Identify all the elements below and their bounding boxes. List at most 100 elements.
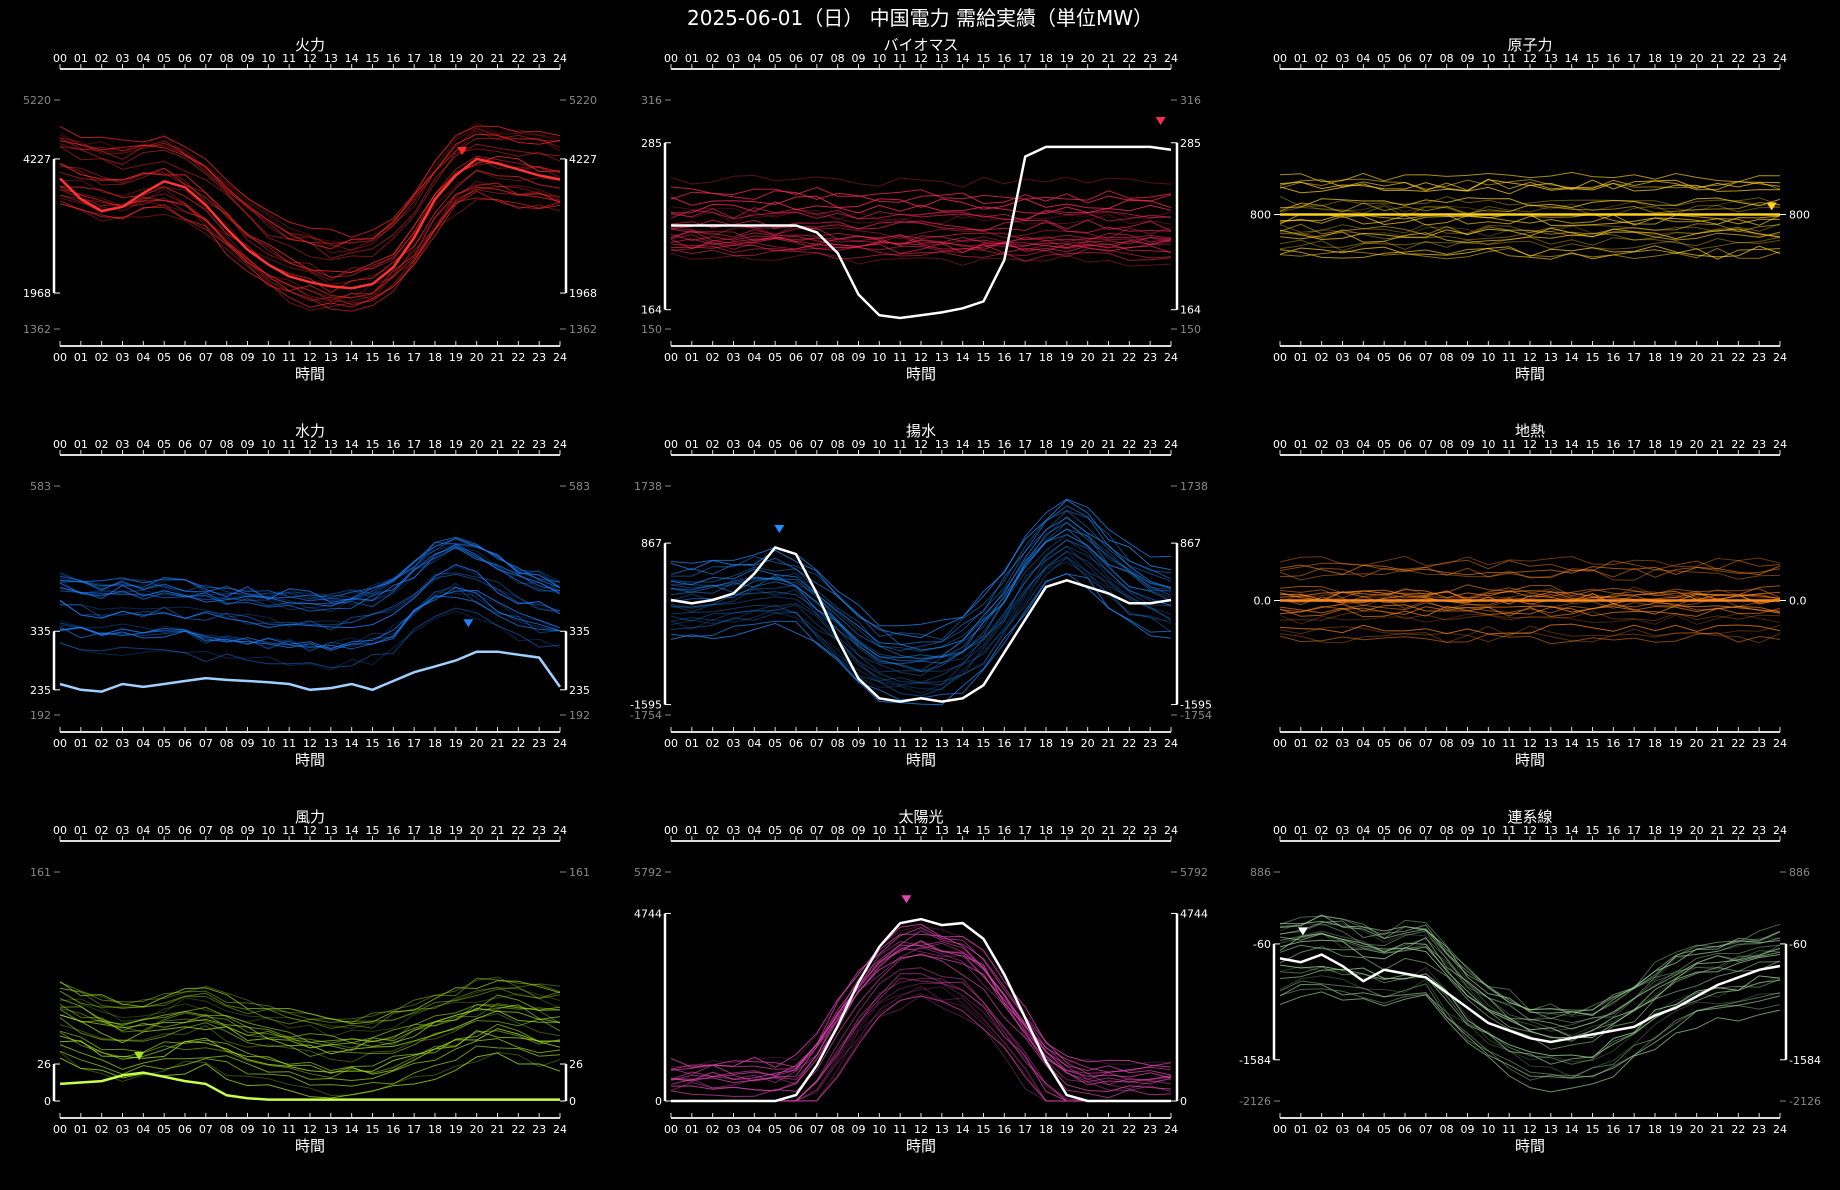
time-tick-label: 24 xyxy=(553,351,567,364)
time-tick-label: 00 xyxy=(53,351,67,364)
time-tick-label: 22 xyxy=(511,1123,525,1136)
y-tick-label: 0.0 xyxy=(1254,595,1272,608)
time-tick-label: 08 xyxy=(831,52,845,65)
time-tick-label: 02 xyxy=(1315,52,1329,65)
history-series-line xyxy=(1279,605,1781,618)
time-tick-label: 04 xyxy=(747,438,761,451)
history-series-line xyxy=(59,1007,561,1049)
history-series-line xyxy=(1279,603,1781,615)
time-tick-label: 22 xyxy=(1122,737,1136,750)
time-tick-label: 08 xyxy=(831,1123,845,1136)
time-tick-label: 02 xyxy=(95,824,109,837)
time-tick-label: 07 xyxy=(199,351,213,364)
time-tick-label: 10 xyxy=(1481,1123,1495,1136)
history-series-line xyxy=(670,219,1172,234)
time-tick-label: 03 xyxy=(116,1123,130,1136)
time-tick-label: 14 xyxy=(345,824,359,837)
y-tick-label: 0.0 xyxy=(1789,595,1807,608)
time-tick-label: 18 xyxy=(428,52,442,65)
time-tick-label: 09 xyxy=(1461,438,1475,451)
time-tick-label: 15 xyxy=(1586,824,1600,837)
time-tick-label: 05 xyxy=(157,438,171,451)
time-tick-label: 14 xyxy=(1565,737,1579,750)
time-tick-label: 17 xyxy=(407,1123,421,1136)
history-series-line xyxy=(1279,915,1781,1015)
history-series-line xyxy=(59,547,561,609)
time-tick-label: 24 xyxy=(1164,351,1178,364)
time-tick-label: 05 xyxy=(157,1123,171,1136)
time-tick-label: 21 xyxy=(1711,52,1725,65)
time-tick-label: 20 xyxy=(470,737,484,750)
time-tick-label: 08 xyxy=(831,438,845,451)
time-tick-label: 12 xyxy=(303,1123,317,1136)
history-series-line xyxy=(1279,602,1781,614)
time-tick-label: 20 xyxy=(1690,351,1704,364)
time-tick-label: 02 xyxy=(706,351,720,364)
time-tick-label: 11 xyxy=(893,351,907,364)
time-tick-label: 06 xyxy=(178,1123,192,1136)
history-series-line xyxy=(59,986,561,1029)
time-tick-label: 17 xyxy=(1627,1123,1641,1136)
x-axis-label: 時間 xyxy=(295,751,325,769)
time-tick-label: 20 xyxy=(470,824,484,837)
x-axis-label: 時間 xyxy=(1515,1137,1545,1155)
history-series-line xyxy=(1279,555,1781,568)
x-axis-label: 時間 xyxy=(906,1137,936,1155)
time-tick-label: 12 xyxy=(1523,737,1537,750)
time-tick-label: 00 xyxy=(664,737,678,750)
history-series-line xyxy=(1279,178,1781,192)
peak-marker-icon xyxy=(1155,116,1166,125)
time-tick-label: 00 xyxy=(664,824,678,837)
history-series-line xyxy=(1279,914,1781,1011)
chart-panel-0: 火力 00 01 02 03 04 05 06 07 08 09 10 11 12 13 14 15 16 17 18… xyxy=(23,36,597,383)
history-series-line xyxy=(1279,592,1781,605)
time-tick-label: 01 xyxy=(685,438,699,451)
history-series-line xyxy=(59,128,561,251)
time-tick-label: 11 xyxy=(893,824,907,837)
time-tick-label: 18 xyxy=(1039,1123,1053,1136)
history-series-line xyxy=(1279,933,1781,1030)
time-tick-label: 04 xyxy=(1356,1123,1370,1136)
history-series-line xyxy=(59,1038,561,1082)
y-tick-label: 164 xyxy=(1180,304,1201,317)
time-tick-label: 22 xyxy=(511,824,525,837)
y-tick-label: 1362 xyxy=(23,323,51,336)
time-tick-label: 14 xyxy=(956,1123,970,1136)
time-tick-label: 05 xyxy=(1377,737,1391,750)
history-series-line xyxy=(1279,223,1781,234)
time-tick-label: 13 xyxy=(935,351,949,364)
time-tick-label: 11 xyxy=(1502,737,1516,750)
time-tick-label: 18 xyxy=(428,737,442,750)
time-tick-label: 22 xyxy=(1122,438,1136,451)
time-tick-label: 19 xyxy=(1669,351,1683,364)
history-series-line xyxy=(1279,195,1781,207)
time-tick-label: 22 xyxy=(1731,737,1745,750)
history-series-line xyxy=(59,986,561,1025)
history-series-line xyxy=(59,182,561,299)
chart-title: 地熱 xyxy=(1515,422,1545,440)
time-tick-label: 05 xyxy=(768,1123,782,1136)
time-tick-label: 03 xyxy=(1336,1123,1350,1136)
time-tick-label: 06 xyxy=(1398,52,1412,65)
chart-panel-8: 連系線 00 01 02 03 04 05 06 07 08 09 10 11 12 13 14 15 16 17 1… xyxy=(1239,808,1821,1155)
time-tick-label: 01 xyxy=(1294,737,1308,750)
time-tick-label: 06 xyxy=(789,1123,803,1136)
history-series-line xyxy=(59,546,561,613)
history-series-line xyxy=(671,509,1172,641)
history-series-line xyxy=(1279,632,1781,645)
y-tick-label: -1584 xyxy=(1789,1054,1821,1067)
chart-title: 水力 xyxy=(295,422,325,440)
y-tick-label: 26 xyxy=(37,1058,51,1071)
time-tick-label: 15 xyxy=(977,52,991,65)
chart-panel-5: 地熱 00 01 02 03 04 05 06 07 08 09 10 11 12 13 14 15 16 17 18… xyxy=(1254,422,1807,769)
time-tick-label: 05 xyxy=(157,351,171,364)
chart-title: 連系線 xyxy=(1507,808,1552,826)
time-tick-label: 16 xyxy=(1606,52,1620,65)
y-tick-label: -60 xyxy=(1789,938,1807,951)
history-series-line xyxy=(59,155,561,273)
today-series-line xyxy=(671,145,1172,320)
time-tick-label: 05 xyxy=(1377,351,1391,364)
time-tick-label: 01 xyxy=(685,824,699,837)
time-tick-label: 10 xyxy=(261,351,275,364)
